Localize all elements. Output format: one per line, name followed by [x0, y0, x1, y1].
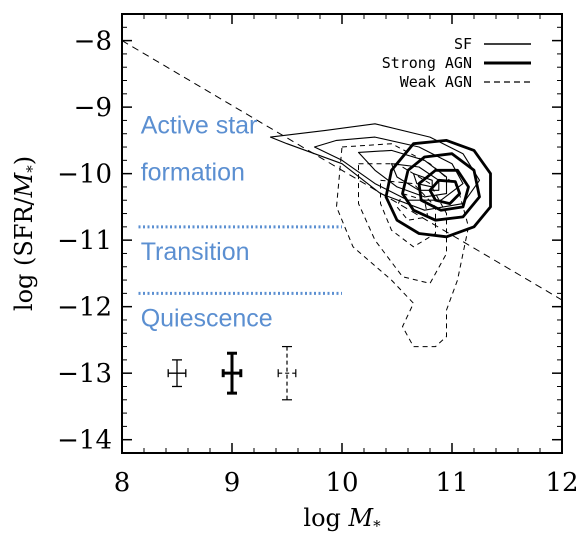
error-bar-layer: [167, 345, 297, 401]
y-tick-label: −13: [57, 359, 112, 389]
contour-dashed-3: [396, 193, 429, 221]
x-tick-label: 12: [545, 468, 578, 498]
legend-label-dashed: Weak AGN: [400, 73, 472, 91]
diagonal-reference-line: [121, 40, 563, 301]
y-tick-label: −10: [57, 160, 112, 190]
legend-label-thin-solid: SF: [454, 35, 472, 53]
region-label-2: Transition: [141, 238, 250, 266]
contour-thin-solid-3: [390, 163, 440, 191]
y-axis-title: log (SFR/M*): [10, 156, 41, 311]
x-tick-label: 11: [435, 468, 468, 498]
contour-thick-solid-0: [384, 139, 492, 239]
y-tick-label: −14: [57, 426, 112, 456]
axes: 8 9 10 11 12 −8 −9 −10 −11 −12 −13 −14: [57, 13, 579, 498]
contour-dashed-0: [336, 143, 469, 348]
contour-layer: [269, 123, 492, 348]
reference-line-layer: [121, 40, 563, 301]
y-tick-label: −9: [74, 93, 112, 123]
contour-dashed-1: [358, 163, 447, 284]
error-bar-1: [221, 351, 243, 395]
contour-dashed-2: [380, 179, 436, 248]
y-tick-label: −12: [57, 293, 112, 323]
x-axis-title: log M*: [303, 504, 381, 533]
region-label-0: Active star: [141, 112, 258, 140]
x-tick-label: 9: [224, 468, 241, 498]
contour-thin-solid-2: [357, 149, 448, 198]
legend-label-thick-solid: Strong AGN: [382, 54, 472, 72]
region-label-1: formation: [141, 158, 245, 186]
region-label-3: Quiescence: [141, 305, 273, 333]
y-tick-label: −8: [74, 27, 112, 57]
contour-thick-solid-1: [401, 152, 481, 222]
contour-thick-solid-2: [417, 168, 470, 212]
y-tick-label: −11: [57, 226, 112, 256]
error-bar-2: [277, 345, 297, 401]
contour-thin-solid-0: [269, 123, 481, 211]
annotation-layer: Active star formation Transition Quiescence: [141, 112, 273, 333]
x-tick-label: 8: [114, 468, 131, 498]
contour-thick-solid-3: [428, 178, 462, 205]
contour-thin-solid-1: [313, 136, 464, 201]
error-bar-0: [167, 359, 187, 388]
x-tick-label: 10: [325, 468, 358, 498]
